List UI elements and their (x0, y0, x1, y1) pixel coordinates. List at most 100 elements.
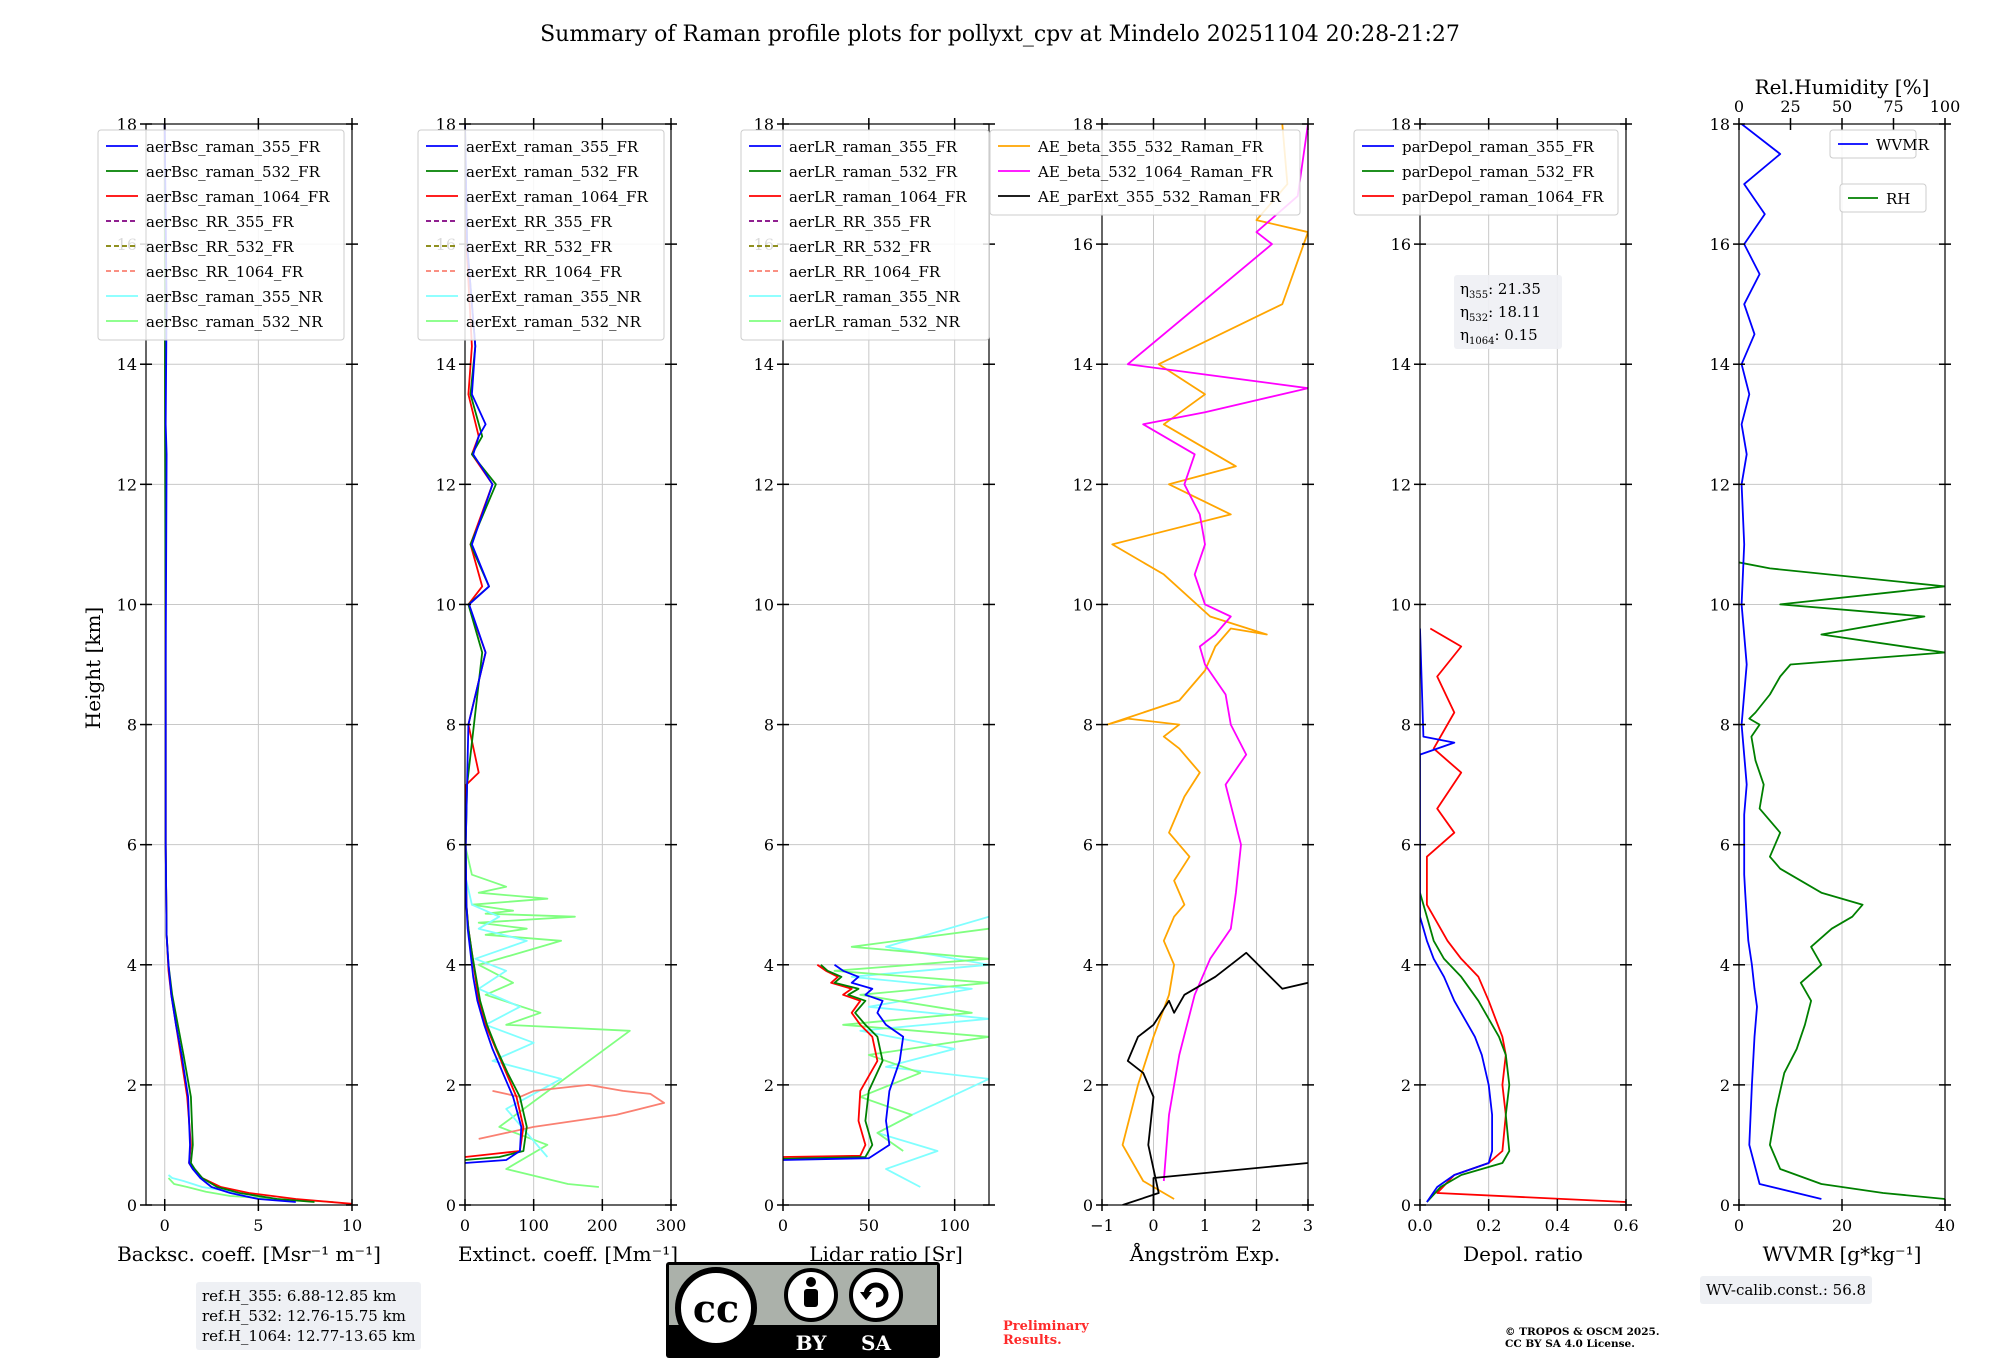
y-tick-label: 14 (754, 355, 774, 374)
y-tick-label: 4 (1083, 956, 1093, 975)
y-tick-label: 14 (1391, 355, 1411, 374)
y-tick-label: 8 (764, 716, 774, 735)
legend-label: aerExt_RR_1064_FR (466, 263, 622, 281)
x-tick-label: 0 (1734, 1216, 1744, 1235)
copyright-line-2: CC BY SA 4.0 License. (1505, 1338, 1635, 1350)
y-tick-label: 18 (436, 115, 456, 134)
legend-label: aerLR_raman_1064_FR (789, 188, 967, 206)
series-group-lr (783, 915, 989, 1188)
series-ae-parext-355-532-raman-fr-upper (1152, 1162, 1308, 1205)
y-tick-label: 2 (1720, 1076, 1730, 1095)
legend-label: aerExt_RR_355_FR (466, 213, 613, 231)
y-tick-label: 12 (436, 475, 456, 494)
x-tick-label: 0 (460, 1216, 470, 1235)
legend-box (1353, 129, 1619, 216)
y-tick-label: 0 (1083, 1196, 1093, 1215)
y-tick-label: 10 (754, 595, 774, 614)
license-sa-label: SA (861, 1331, 891, 1355)
legend-box (989, 129, 1301, 216)
y-tick-label: 2 (764, 1076, 774, 1095)
x-axis-label-wv: WVMR [g*kg⁻¹] (1763, 1242, 1922, 1266)
y-tick-label: 12 (1710, 475, 1730, 494)
legend-label: aerExt_raman_355_FR (466, 138, 639, 156)
y-tick-label: 8 (1083, 716, 1093, 735)
series-ae-beta-532-1064-raman-fr (1126, 124, 1308, 1182)
y-tick-label: 6 (1401, 836, 1411, 855)
y-tick-label: 16 (1391, 235, 1411, 254)
share-alike-icon (849, 1268, 903, 1322)
y-axis-label: Height [km] (81, 607, 105, 729)
x-tick-label: 0 (778, 1216, 788, 1235)
eta-line: η355: 21.35 (1460, 280, 1541, 301)
axes-frame-lr (782, 123, 990, 1206)
ref-height-355: ref.H_355: 6.88-12.85 km (202, 1287, 397, 1305)
legend-label: aerLR_raman_532_NR (789, 313, 960, 331)
preliminary-line-2: Results. (1003, 1333, 1062, 1348)
y-tick-label: 4 (127, 956, 137, 975)
x-tick-label: 0.4 (1545, 1216, 1570, 1235)
wv-calib-const: WV-calib.const.: 56.8 (1706, 1281, 1867, 1299)
y-tick-label: 6 (127, 836, 137, 855)
x-top-axis-label: Rel.Humidity [%] (1755, 75, 1930, 99)
wv-calibration-box: WV-calib.const.: 56.8 (1700, 1276, 1873, 1304)
ref-height-1064: ref.H_1064: 12.77-13.65 km (202, 1327, 416, 1345)
y-tick-label: 10 (436, 595, 456, 614)
axes-frame-depol (1419, 123, 1627, 1206)
series-pardepol-raman-532-fr (1420, 892, 1511, 1203)
x-tick-label: 20 (1832, 1216, 1852, 1235)
y-tick-label: 16 (1073, 235, 1093, 254)
cc-logo-icon (675, 1267, 757, 1349)
x-axis-label-depol: Depol. ratio (1463, 1242, 1583, 1266)
y-tick-label: 10 (1073, 595, 1093, 614)
legend-label: aerBsc_raman_532_NR (146, 313, 323, 331)
legend-label: aerExt_raman_1064_FR (466, 188, 648, 206)
legend-depol: parDepol_raman_355_FR parDepol_raman_532_… (1353, 129, 1619, 216)
y-tick-label: 10 (117, 595, 137, 614)
y-tick-label: 18 (117, 115, 137, 134)
series-group-wv (1739, 124, 1945, 1200)
x-tick-label: 3 (1303, 1216, 1313, 1235)
panel-ext: 0246810121416180100200300Extinct. coeff.… (417, 115, 686, 1266)
y-tick-label: 2 (446, 1076, 456, 1095)
x-tick-label: −1 (1090, 1216, 1114, 1235)
x-tick-label: 100 (939, 1216, 970, 1235)
legend-box (417, 129, 665, 341)
x-tick-label: 0 (1148, 1216, 1158, 1235)
legend-label: aerLR_raman_355_FR (789, 138, 958, 156)
y-tick-label: 4 (446, 956, 456, 975)
y-tick-label: 6 (764, 836, 774, 855)
y-tick-label: 18 (1710, 115, 1730, 134)
x-top-tick-label: 50 (1832, 97, 1852, 116)
legend-label: aerExt_raman_355_NR (466, 288, 642, 306)
series-aerbsc-raman-355-fr (163, 124, 296, 1203)
x-axis-label-ae: Ångström Exp. (1129, 1241, 1280, 1266)
legend-label: aerBsc_RR_1064_FR (146, 263, 304, 281)
legend-label: RH (1886, 190, 1910, 208)
y-tick-label: 14 (436, 355, 456, 374)
copyright-line-1: © TROPOS & OSCM 2025. (1505, 1326, 1660, 1338)
x-top-tick-label: 75 (1883, 97, 1903, 116)
y-tick-label: 2 (1083, 1076, 1093, 1095)
series-aerlr-raman-532-fr (783, 964, 884, 1160)
y-tick-label: 8 (446, 716, 456, 735)
x-tick-label: 50 (859, 1216, 879, 1235)
x-top-tick-label: 25 (1780, 97, 1800, 116)
legend-label: parDepol_raman_532_FR (1402, 163, 1595, 181)
series-pardepol-raman-1064-fr (1426, 627, 1626, 1203)
legend-label: AE_beta_355_532_Raman_FR (1037, 138, 1264, 156)
preliminary-results-note: Preliminary Results. (1003, 1320, 1089, 1348)
legend-label: aerLR_raman_355_NR (789, 288, 960, 306)
y-tick-label: 0 (127, 1196, 137, 1215)
series-pardepol-raman-355-fr (1420, 628, 1493, 1203)
x-tick-label: 40 (1935, 1216, 1955, 1235)
y-tick-label: 18 (1073, 115, 1093, 134)
legend-ae: AE_beta_355_532_Raman_FR AE_beta_532_1064… (989, 129, 1301, 216)
x-tick-label: 5 (253, 1216, 263, 1235)
y-tick-label: 12 (754, 475, 774, 494)
y-tick-label: 6 (1720, 836, 1730, 855)
y-tick-label: 14 (1073, 355, 1093, 374)
y-tick-label: 8 (127, 716, 137, 735)
